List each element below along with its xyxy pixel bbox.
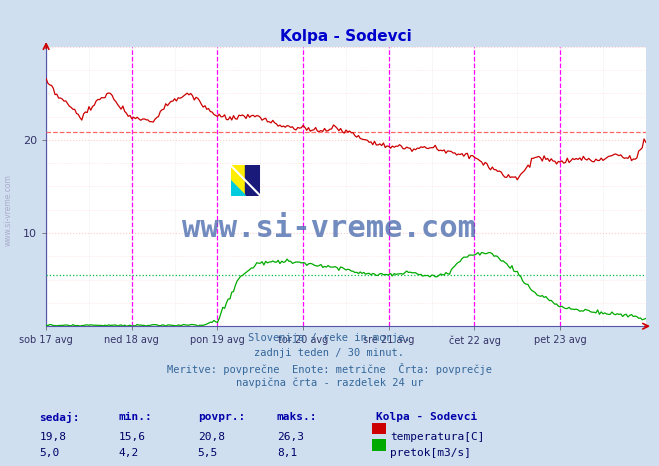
Text: 15,6: 15,6 — [119, 432, 146, 442]
Text: temperatura[C]: temperatura[C] — [390, 432, 484, 442]
Text: maks.:: maks.: — [277, 412, 317, 422]
Text: 19,8: 19,8 — [40, 432, 67, 442]
Text: pretok[m3/s]: pretok[m3/s] — [390, 448, 471, 458]
Text: 4,2: 4,2 — [119, 448, 139, 458]
Text: 8,1: 8,1 — [277, 448, 297, 458]
Text: Kolpa - Sodevci: Kolpa - Sodevci — [376, 412, 477, 423]
Text: min.:: min.: — [119, 412, 152, 422]
Text: www.si-vreme.com: www.si-vreme.com — [183, 214, 476, 243]
Polygon shape — [231, 181, 245, 196]
Text: navpična črta - razdelek 24 ur: navpična črta - razdelek 24 ur — [236, 378, 423, 389]
Text: 5,5: 5,5 — [198, 448, 218, 458]
Bar — [245, 165, 260, 196]
Text: Slovenija / reke in morje.: Slovenija / reke in morje. — [248, 333, 411, 343]
Text: 5,0: 5,0 — [40, 448, 60, 458]
Text: www.si-vreme.com: www.si-vreme.com — [3, 174, 13, 246]
Text: sedaj:: sedaj: — [40, 412, 80, 424]
Text: 26,3: 26,3 — [277, 432, 304, 442]
Text: 20,8: 20,8 — [198, 432, 225, 442]
Text: Meritve: povprečne  Enote: metrične  Črta: povprečje: Meritve: povprečne Enote: metrične Črta:… — [167, 363, 492, 375]
Text: povpr.:: povpr.: — [198, 412, 245, 422]
Text: zadnji teden / 30 minut.: zadnji teden / 30 minut. — [254, 348, 405, 358]
Title: Kolpa - Sodevci: Kolpa - Sodevci — [280, 29, 412, 44]
